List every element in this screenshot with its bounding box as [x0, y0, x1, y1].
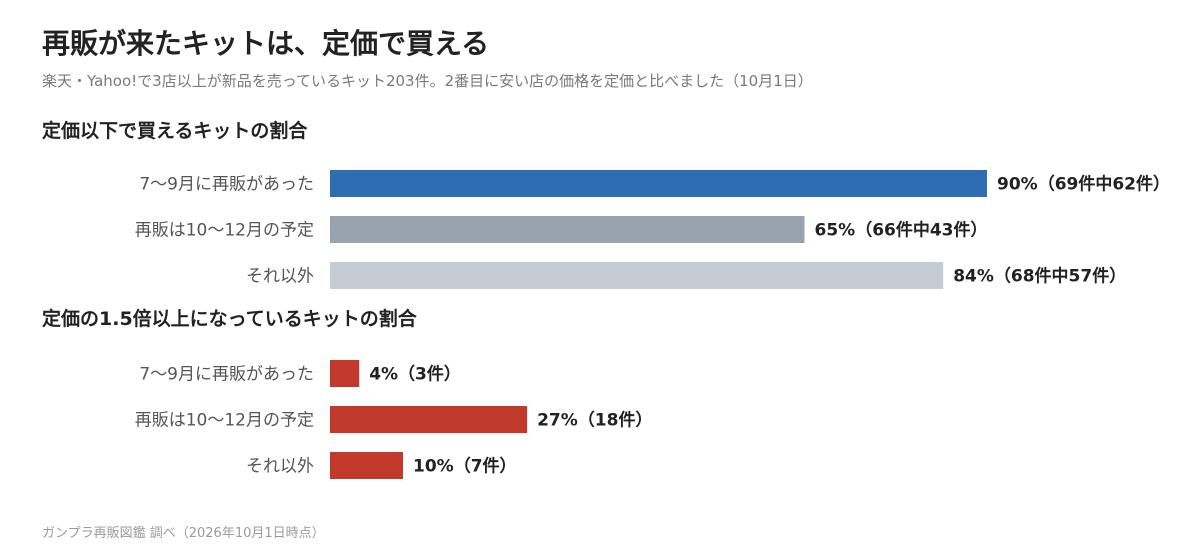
section-title-over-1-5x-list-price: 定価の1.5倍以上になっているキットの割合 [42, 308, 417, 330]
bar-row: それ以外 84%（68件中57件） [246, 262, 1126, 289]
value-label: 27%（18件） [537, 410, 652, 431]
bar-row: 再販は10〜12月の予定 65%（66件中43件） [135, 216, 988, 243]
value-label: 84%（68件中57件） [953, 266, 1126, 287]
bar [330, 262, 944, 289]
value-label: 90%（69件中62件） [997, 174, 1170, 195]
category-label: 7〜9月に再販があった [139, 175, 314, 195]
category-label: 再販は10〜12月の予定 [135, 411, 314, 431]
bar-row: 7〜9月に再販があった 90%（69件中62件） [139, 170, 1170, 197]
category-label: 再販は10〜12月の予定 [135, 221, 314, 241]
bar [330, 216, 805, 243]
bar-row: 再販は10〜12月の予定 27%（18件） [135, 406, 652, 433]
chart-title: 再販が来たキットは、定価で買える [42, 27, 490, 60]
value-label: 4%（3件） [369, 364, 461, 385]
bar [330, 406, 528, 433]
bar [330, 360, 360, 387]
bar [330, 452, 403, 479]
category-label: 7〜9月に再販があった [139, 365, 314, 385]
category-label: それ以外 [246, 457, 314, 477]
value-label: 10%（7件） [413, 456, 517, 477]
source-note: ガンプラ再販図鑑 調べ（2026年10月1日時点） [42, 526, 325, 541]
bar-row: それ以外 10%（7件） [246, 452, 517, 479]
bar-row: 7〜9月に再販があった 4%（3件） [139, 360, 461, 387]
section-title-at-or-below-list-price: 定価以下で買えるキットの割合 [42, 120, 308, 142]
bar [330, 170, 987, 197]
value-label: 65%（66件中43件） [815, 220, 988, 241]
bar-chart-over-1-5x-list-price: 7〜9月に再販があった 4%（3件） 再販は10〜12月の予定 27%（18件） それ以… [135, 360, 652, 479]
bar-chart-at-or-below-list-price: 7〜9月に再販があった 90%（69件中62件） 再販は10〜12月の予定 65%（6… [135, 170, 1170, 289]
chart-subtitle: 楽天・Yahoo!で3店以上が新品を売っているキット203件。2番目に安い店の価… [42, 72, 813, 90]
category-label: それ以外 [246, 267, 314, 287]
